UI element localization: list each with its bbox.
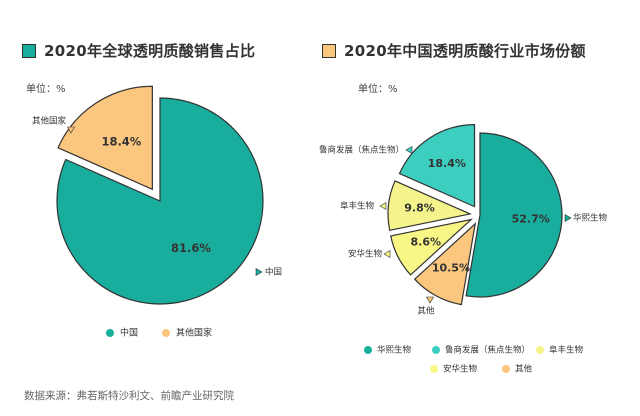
pointer-triangle-icon-1-3 [379,201,387,211]
legend-label-0-1: 其他国家 [176,327,212,339]
slice-value-label-1-4: 18.4% [428,157,466,170]
legend-dot-0-0 [106,329,114,337]
legend-label-1-0: 华熙生物 [377,345,412,356]
slice-category-label-1-1: 其他 [417,306,435,317]
legend-dot-1-4 [502,365,510,373]
pointer-triangle-icon-1-0 [564,213,572,223]
pie-slice-0-0 [56,97,264,305]
pointer-triangle-icon-1-1 [425,296,435,304]
data-source: 数据来源：弗若斯特沙利文、前瞻产业研究院 [24,390,234,402]
legend-label-1-4: 其他 [515,364,533,375]
legend-label-1-2: 阜丰生物 [549,345,584,356]
slice-value-label-1-3: 9.8% [404,202,435,215]
slice-category-label-0-0: 中国 [265,267,282,278]
legend-label-1-3: 安华生物 [443,364,478,375]
legend-dot-1-0 [364,346,372,354]
legend-dot-1-2 [536,346,544,354]
pointer-triangle-icon-1-2 [383,249,391,259]
chart-title-right-text: 2020年中国透明质酸行业市场份额 [344,42,586,60]
pie-slice-1-2 [390,218,474,276]
slice-category-label-1-0: 华熙生物 [573,213,608,224]
pie-slice-1-1 [413,222,477,306]
slice-category-label-0-1: 其他国家 [32,116,67,127]
slice-value-label-1-0: 52.7% [512,212,550,225]
orange-square-icon [322,43,336,58]
slice-category-label-1-4: 鲁商发展（焦点生物） [319,145,404,156]
slice-value-label-1-1: 10.5% [432,261,470,274]
legend-label-1-1: 鲁商发展（焦点生物） [445,345,530,356]
slice-value-label-0-0: 81.6% [171,241,211,255]
pie-slice-0-1 [57,85,153,191]
chart-title-left-text: 2020年全球透明质酸销售占比 [44,42,256,60]
chart-title-right: 2020年中国透明质酸行业市场份额 [322,40,586,61]
chart-title-left: 2020年全球透明质酸销售占比 [22,40,255,61]
pointer-triangle-icon-0-0 [255,267,263,277]
pie-slice-1-3 [387,180,473,232]
unit-label-left: 单位：% [26,84,66,95]
legend-dot-0-1 [162,329,170,337]
unit-label-right: 单位：% [358,84,398,95]
legend-label-0-0: 中国 [120,327,138,339]
slice-value-label-1-2: 8.6% [411,236,442,249]
slice-value-label-0-1: 18.4% [101,134,141,148]
legend-dot-1-3 [430,365,438,373]
pointer-triangle-icon-0-1 [66,126,76,134]
pie-slice-1-0 [465,132,563,298]
slice-category-label-1-2: 安华生物 [348,249,383,260]
pie-slice-1-4 [398,124,476,208]
pointer-triangle-icon-1-4 [405,145,413,155]
teal-square-icon [22,43,36,58]
legend-dot-1-1 [432,346,440,354]
slice-category-label-1-3: 阜丰生物 [340,201,375,212]
